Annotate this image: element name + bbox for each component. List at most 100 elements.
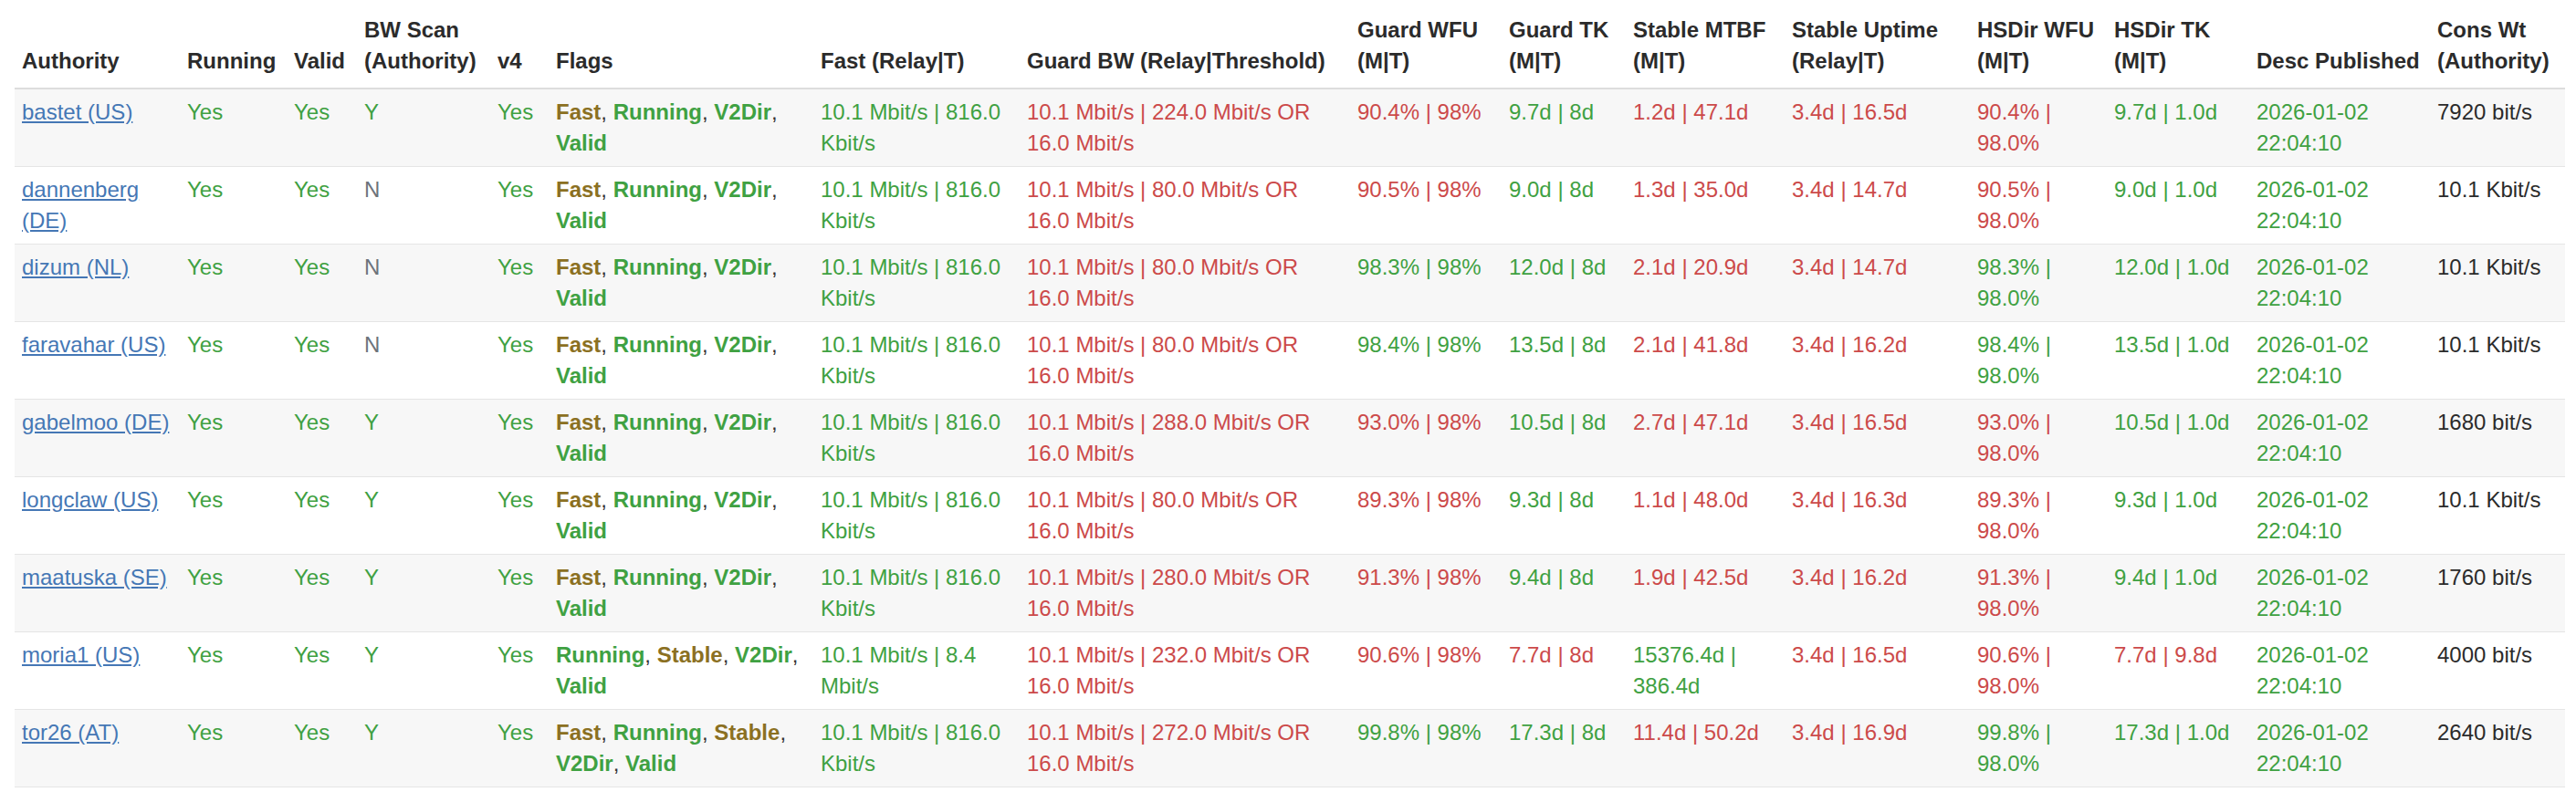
- cons_wt-cell: 4000 bit/s: [2430, 632, 2565, 710]
- authority-row: gabelmoo (DE)YesYesYYesFast, Running, V2…: [15, 400, 2565, 477]
- flag-separator: ,: [702, 255, 714, 279]
- authority-cell: dannenberg (DE): [15, 167, 180, 245]
- authority-link[interactable]: dannenberg (DE): [22, 177, 139, 233]
- flag-stable: Stable: [657, 642, 723, 667]
- flag-valid: Valid: [556, 441, 607, 465]
- flags-cell: Fast, Running, Stable, V2Dir, Valid: [549, 710, 813, 787]
- column-header-guard_bw: Guard BW (Relay|Threshold): [1020, 0, 1350, 89]
- authority-link[interactable]: tor26 (AT): [22, 720, 119, 745]
- bw_scan-cell: N: [357, 167, 490, 245]
- flag-fast: Fast: [556, 177, 601, 202]
- flag-valid: Valid: [556, 286, 607, 310]
- guard_wfu-cell: 89.3% | 98%: [1350, 477, 1502, 555]
- column-header-valid: Valid: [287, 0, 357, 89]
- flag-separator: ,: [723, 642, 735, 667]
- cons_wt-cell: 10.1 Kbit/s: [2430, 322, 2565, 400]
- guard_tk-cell: 17.3d | 8d: [1502, 710, 1626, 787]
- flag-stable: Stable: [714, 720, 780, 745]
- flag-separator: ,: [771, 255, 778, 279]
- fast-cell: 10.1 Mbit/s | 816.0 Kbit/s: [813, 322, 1020, 400]
- guard_tk-cell: 7.7d | 8d: [1502, 632, 1626, 710]
- guard_wfu-cell: 93.0% | 98%: [1350, 400, 1502, 477]
- flag-separator: ,: [771, 487, 778, 512]
- flag-valid: Valid: [556, 208, 607, 233]
- v4-cell: Yes: [490, 477, 549, 555]
- guard_bw-cell: 10.1 Mbit/s | 224.0 Mbit/s OR 16.0 Mbit/…: [1020, 89, 1350, 167]
- running-cell: Yes: [180, 167, 287, 245]
- valid-cell: Yes: [287, 167, 357, 245]
- authority-link[interactable]: moria1 (US): [22, 642, 140, 667]
- flag-v2dir: V2Dir: [714, 410, 771, 434]
- flag-v2dir: V2Dir: [714, 565, 771, 589]
- guard_bw-cell: 10.1 Mbit/s | 272.0 Mbit/s OR 16.0 Mbit/…: [1020, 710, 1350, 787]
- flag-running: Running: [613, 177, 702, 202]
- authority-row: bastet (US)YesYesYYesFast, Running, V2Di…: [15, 89, 2565, 167]
- hsdir_tk-cell: 9.7d | 1.0d: [2107, 89, 2249, 167]
- running-cell: Yes: [180, 400, 287, 477]
- stable_mtbf-cell: 15376.4d | 386.4d: [1626, 632, 1785, 710]
- authority-row: moria1 (US)YesYesYYesRunning, Stable, V2…: [15, 632, 2565, 710]
- v4-cell: Yes: [490, 400, 549, 477]
- flag-fast: Fast: [556, 410, 601, 434]
- bw_scan-cell: Y: [357, 555, 490, 632]
- flag-v2dir: V2Dir: [714, 332, 771, 357]
- flags-cell: Running, Stable, V2Dir, Valid: [549, 632, 813, 710]
- cons_wt-cell: 7920 bit/s: [2430, 89, 2565, 167]
- flag-v2dir: V2Dir: [735, 642, 792, 667]
- authority-link[interactable]: maatuska (SE): [22, 565, 167, 589]
- flag-separator: ,: [702, 410, 714, 434]
- flag-separator: ,: [702, 565, 714, 589]
- table-body: bastet (US)YesYesYYesFast, Running, V2Di…: [15, 89, 2565, 787]
- v4-cell: Yes: [490, 245, 549, 322]
- guard_bw-cell: 10.1 Mbit/s | 288.0 Mbit/s OR 16.0 Mbit/…: [1020, 400, 1350, 477]
- running-cell: Yes: [180, 710, 287, 787]
- bw_scan-cell: Y: [357, 400, 490, 477]
- guard_wfu-cell: 98.4% | 98%: [1350, 322, 1502, 400]
- v4-cell: Yes: [490, 89, 549, 167]
- column-header-authority: Authority: [15, 0, 180, 89]
- flag-separator: ,: [771, 99, 778, 124]
- authority-link[interactable]: longclaw (US): [22, 487, 158, 512]
- flag-v2dir: V2Dir: [556, 751, 613, 776]
- stable_mtbf-cell: 2.1d | 41.8d: [1626, 322, 1785, 400]
- authority-link[interactable]: faravahar (US): [22, 332, 165, 357]
- flag-running: Running: [613, 410, 702, 434]
- running-cell: Yes: [180, 555, 287, 632]
- authority-cell: bastet (US): [15, 89, 180, 167]
- guard_wfu-cell: 90.5% | 98%: [1350, 167, 1502, 245]
- flag-running: Running: [556, 642, 644, 667]
- hsdir_tk-cell: 9.4d | 1.0d: [2107, 555, 2249, 632]
- running-cell: Yes: [180, 322, 287, 400]
- stable_uptime-cell: 3.4d | 16.5d: [1785, 400, 1970, 477]
- column-header-guard_wfu: Guard WFU (M|T): [1350, 0, 1502, 89]
- bw_scan-cell: Y: [357, 632, 490, 710]
- authority-link[interactable]: bastet (US): [22, 99, 132, 124]
- flag-separator: ,: [702, 177, 714, 202]
- fast-cell: 10.1 Mbit/s | 816.0 Kbit/s: [813, 245, 1020, 322]
- authority-link[interactable]: gabelmoo (DE): [22, 410, 169, 434]
- flag-fast: Fast: [556, 255, 601, 279]
- flag-fast: Fast: [556, 99, 601, 124]
- column-header-stable_uptime: Stable Uptime (Relay|T): [1785, 0, 1970, 89]
- flag-valid: Valid: [556, 130, 607, 155]
- hsdir_tk-cell: 10.5d | 1.0d: [2107, 400, 2249, 477]
- flag-separator: ,: [601, 255, 613, 279]
- hsdir_wfu-cell: 90.6% | 98.0%: [1970, 632, 2107, 710]
- authority-status-table: AuthorityRunningValidBW Scan (Authority)…: [15, 0, 2565, 787]
- authority-link[interactable]: dizum (NL): [22, 255, 129, 279]
- stable_mtbf-cell: 1.1d | 48.0d: [1626, 477, 1785, 555]
- flag-valid: Valid: [556, 518, 607, 543]
- flag-fast: Fast: [556, 720, 601, 745]
- desc_published-cell: 2026-01-02 22:04:10: [2249, 89, 2430, 167]
- v4-cell: Yes: [490, 632, 549, 710]
- column-header-v4: v4: [490, 0, 549, 89]
- flags-cell: Fast, Running, V2Dir, Valid: [549, 167, 813, 245]
- fast-cell: 10.1 Mbit/s | 8.4 Mbit/s: [813, 632, 1020, 710]
- flag-separator: ,: [644, 642, 656, 667]
- flag-separator: ,: [702, 487, 714, 512]
- flag-running: Running: [613, 255, 702, 279]
- stable_mtbf-cell: 2.7d | 47.1d: [1626, 400, 1785, 477]
- running-cell: Yes: [180, 245, 287, 322]
- authority-cell: longclaw (US): [15, 477, 180, 555]
- desc_published-cell: 2026-01-02 22:04:10: [2249, 555, 2430, 632]
